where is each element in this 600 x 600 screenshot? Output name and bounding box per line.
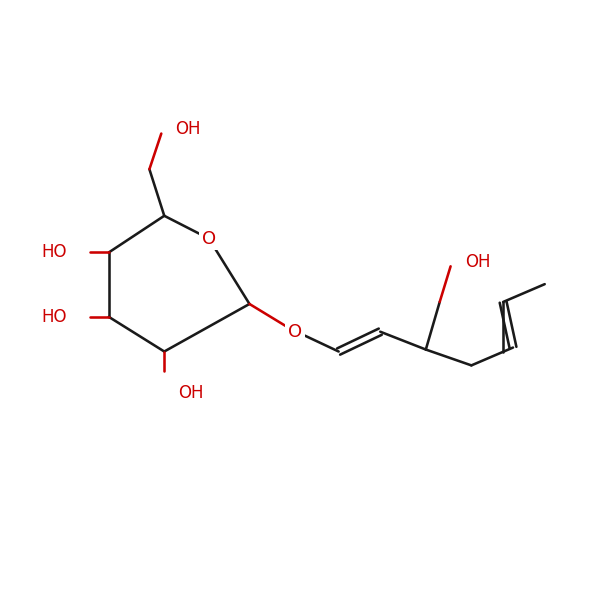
Text: OH: OH [175, 119, 200, 137]
Text: HO: HO [41, 244, 67, 262]
Text: O: O [288, 323, 302, 341]
Text: HO: HO [41, 308, 67, 326]
Text: OH: OH [178, 384, 203, 402]
Text: O: O [202, 230, 216, 248]
Text: OH: OH [466, 253, 491, 271]
